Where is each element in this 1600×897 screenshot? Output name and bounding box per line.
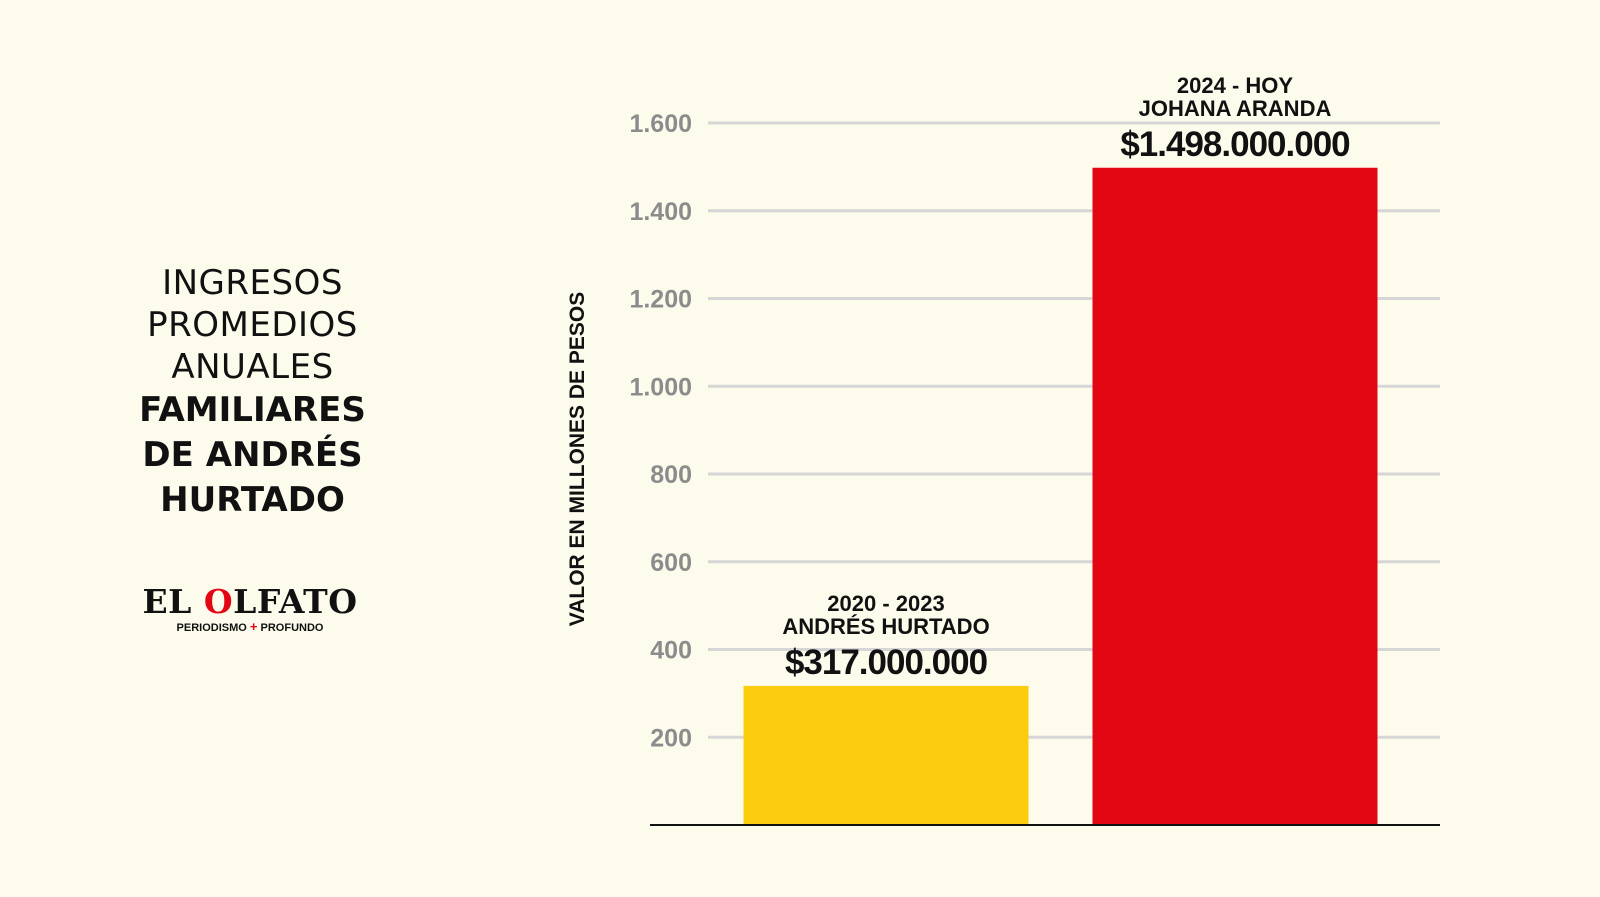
el-olfato-logo: EL OLFATO PERIODISMO + PROFUNDO bbox=[140, 584, 360, 635]
y-tick-label: 800 bbox=[650, 461, 692, 489]
bars bbox=[743, 167, 1378, 825]
y-tick-label: 1.200 bbox=[629, 286, 692, 314]
y-tick-label: 400 bbox=[650, 637, 692, 665]
y-axis-ticks: 200 400 600 800 1.000 1.200 1.400 1.600 bbox=[629, 110, 692, 752]
bar bbox=[743, 685, 1029, 825]
chart-title: INGRESOS PROMEDIOS ANUALES FAMILIARES DE… bbox=[110, 262, 395, 523]
logo-plus-icon: + bbox=[249, 619, 258, 634]
logo-tagline: PERIODISMO + PROFUNDO bbox=[140, 620, 360, 635]
logo-wordmark: EL OLFATO bbox=[140, 584, 360, 620]
y-tick-label: 600 bbox=[650, 549, 692, 577]
title-line-3: ANUALES bbox=[171, 347, 334, 387]
title-line-4: FAMILIARES bbox=[139, 390, 366, 430]
bar-period-label: 2020 - 2023 bbox=[827, 591, 944, 616]
logo-tagline-left: PERIODISMO bbox=[176, 622, 247, 634]
y-axis-label: VALOR EN MILLONES DE PESOS bbox=[566, 292, 589, 626]
bar-value-label: $317.000.000 bbox=[785, 643, 988, 682]
y-tick-label: 1.000 bbox=[629, 373, 692, 401]
logo-tagline-right: PROFUNDO bbox=[260, 622, 324, 634]
bar-period-label: 2024 - HOY bbox=[1177, 73, 1293, 98]
title-line-6: HURTADO bbox=[160, 480, 345, 520]
logo-name-part2: LFATO bbox=[233, 582, 358, 621]
title-line-1: INGRESOS bbox=[162, 263, 343, 303]
bar-person-label: ANDRÉS HURTADO bbox=[782, 614, 989, 639]
y-tick-label: 1.400 bbox=[629, 198, 692, 226]
logo-name-part1: EL bbox=[142, 582, 204, 621]
title-line-5: DE ANDRÉS bbox=[142, 435, 363, 475]
y-tick-label: 1.600 bbox=[629, 110, 692, 138]
logo-name-o: O bbox=[203, 582, 234, 621]
y-tick-label: 200 bbox=[650, 724, 692, 752]
title-line-2: PROMEDIOS bbox=[147, 305, 358, 345]
bar-value-label: $1.498.000.000 bbox=[1120, 125, 1350, 164]
bar bbox=[1092, 167, 1378, 825]
bar-person-label: JOHANA ARANDA bbox=[1139, 96, 1332, 121]
